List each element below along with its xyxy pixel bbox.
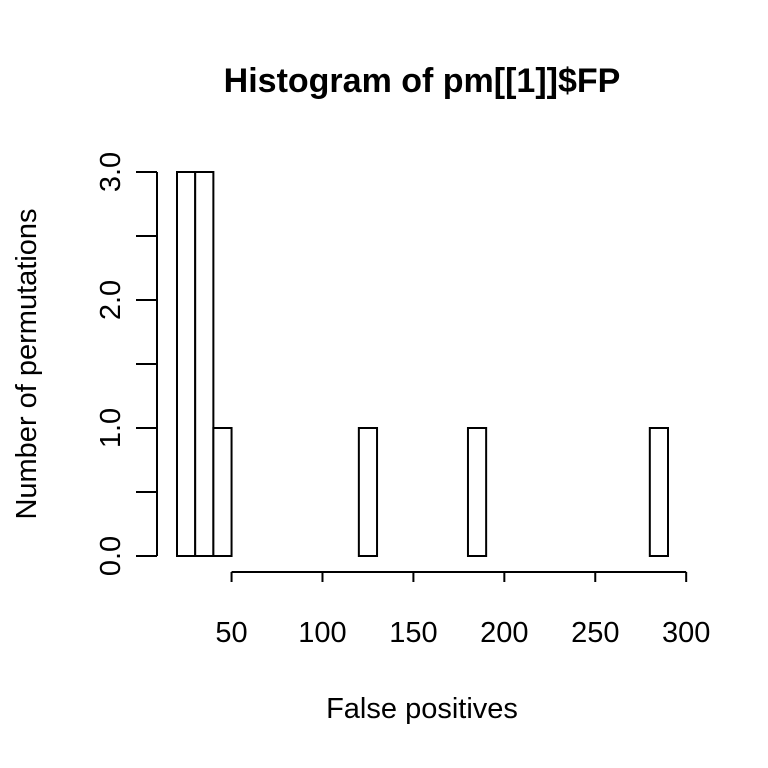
x-axis: 50 100 150 200 250 300 [215, 571, 710, 649]
histogram-bar-26 [648, 427, 670, 557]
y-tick-label-3: 3.0 [95, 152, 127, 192]
y-axis-label: Number of permutations [11, 208, 43, 519]
x-axis-label: False positives [326, 693, 518, 725]
x-tick-label-250: 250 [571, 617, 619, 649]
x-tick-label-100: 100 [298, 617, 346, 649]
histogram-bar-0 [176, 171, 197, 557]
x-tick-label-150: 150 [389, 617, 437, 649]
histogram-bar-10 [357, 427, 379, 557]
x-tick-label-200: 200 [480, 617, 528, 649]
histogram-bars [176, 171, 670, 557]
histogram-bar-1 [194, 171, 215, 557]
histogram-bar-2 [212, 427, 233, 557]
y-tick-label-0: 0.0 [95, 536, 127, 576]
histogram-bar-16 [466, 427, 488, 557]
chart-title: Histogram of pm[[1]]$FP [224, 62, 621, 100]
y-tick-label-1: 1.0 [95, 408, 127, 448]
x-tick-label-50: 50 [215, 617, 247, 649]
y-tick-label-2: 2.0 [95, 280, 127, 320]
x-tick-label-300: 300 [662, 617, 710, 649]
y-axis: 0.0 1.0 2.0 3.0 [95, 152, 158, 576]
